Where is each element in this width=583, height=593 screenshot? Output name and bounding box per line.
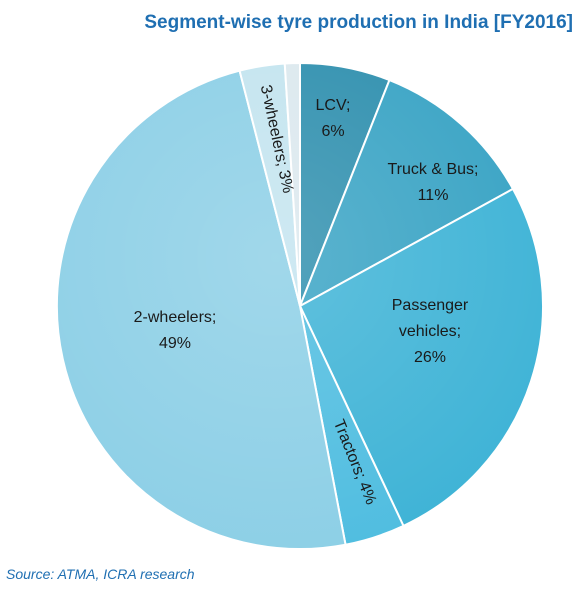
- chart-title: Segment-wise tyre production in India [F…: [144, 12, 573, 33]
- slice-label-line: Truck & Bus;: [388, 161, 479, 178]
- slice-label-line: 11%: [418, 187, 449, 204]
- slice-label-line: 6%: [321, 123, 344, 140]
- source-note: Source: ATMA, ICRA research: [6, 566, 195, 582]
- slice-label-line: 26%: [414, 349, 446, 366]
- slice-label-line: LCV;: [316, 97, 351, 114]
- slice-label-line: 2-wheelers;: [134, 309, 217, 326]
- slice-label-2-wheelers: 2-wheelers; 49%: [134, 309, 217, 352]
- slice-label-truck-bus: Truck & Bus; 11%: [388, 161, 479, 204]
- slice-label-passenger-vehicles: Passenger vehicles; 26%: [392, 297, 469, 366]
- pie-slices: [55, 61, 544, 550]
- slice-label-lcv: LCV; 6%: [316, 97, 351, 140]
- slice-label-line: vehicles;: [399, 323, 461, 340]
- slice-label-line: Passenger: [392, 297, 469, 314]
- slice-label-line: 49%: [159, 335, 191, 352]
